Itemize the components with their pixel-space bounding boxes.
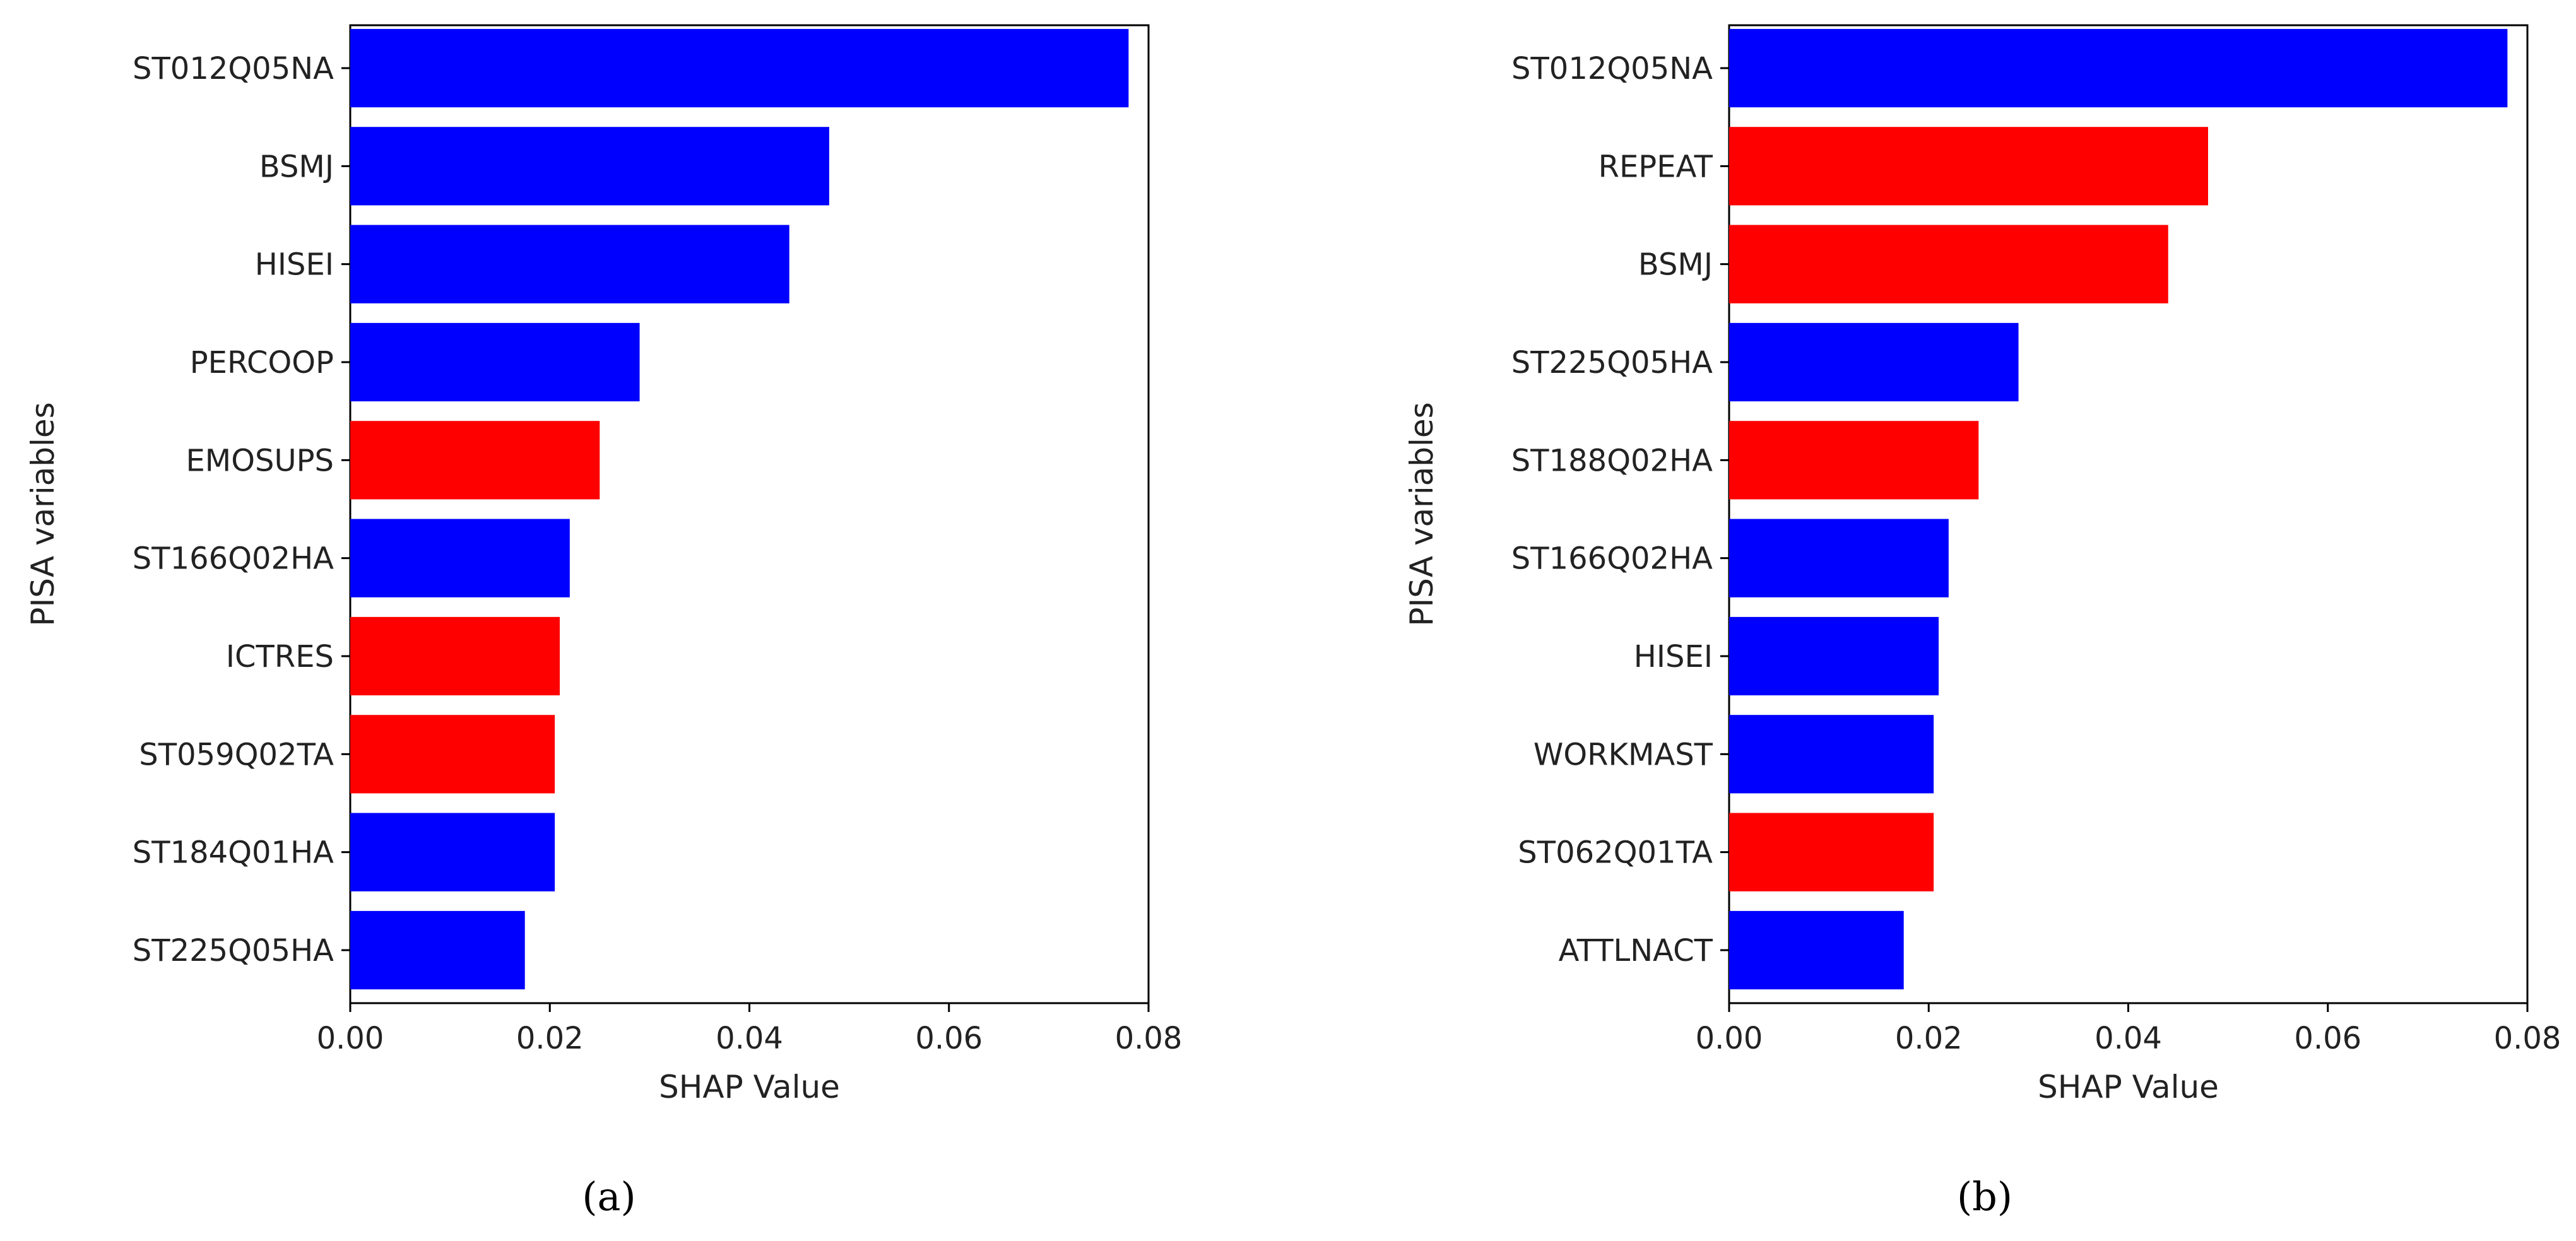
y-tick-label: ST012Q05NA	[133, 51, 334, 86]
bar	[350, 28, 1129, 108]
bar	[1729, 616, 1939, 696]
caption-a: (a)	[582, 1173, 635, 1220]
bar	[1729, 421, 1979, 500]
x-tick-label: 0.04	[2094, 1021, 2162, 1056]
y-tick-label: ST166Q02HA	[1511, 541, 1713, 577]
y-tick-label: ST059Q02TA	[139, 737, 334, 772]
caption-b: (b)	[1957, 1173, 2012, 1220]
bar	[1729, 910, 1904, 990]
y-tick-label: HISEI	[1634, 639, 1713, 674]
y-tick-label: ST184Q01HA	[133, 835, 334, 871]
y-tick-label: ST225Q05HA	[1511, 345, 1713, 380]
bar	[1729, 225, 2168, 303]
y-tick-label: PERCOOP	[190, 345, 334, 380]
bar	[1729, 813, 1934, 891]
y-axis-label: PISA variables	[1403, 402, 1440, 626]
y-tick-label: ST225Q05HA	[133, 933, 334, 968]
x-tick-label: 0.06	[915, 1021, 983, 1056]
chart-panel-b: ST012Q05NA REPEAT BSMJ ST225Q05HA ST188Q02HA…	[1403, 24, 2561, 1105]
y-tick-label: ST062Q01TA	[1518, 835, 1713, 871]
x-tick-label: 0.08	[1115, 1021, 1183, 1056]
bar	[350, 616, 560, 696]
x-tick-label: 0.00	[317, 1021, 384, 1056]
y-tick-label: WORKMAST	[1533, 737, 1713, 772]
y-tick-label: EMOSUPS	[186, 443, 334, 478]
x-tick-label: 0.02	[1895, 1021, 1963, 1056]
bar	[350, 519, 570, 597]
bar	[350, 421, 600, 500]
y-tick-label: ST012Q05NA	[1511, 51, 1713, 86]
x-axis-label: SHAP Value	[2038, 1069, 2219, 1105]
y-tick-label: HISEI	[255, 247, 334, 283]
bar	[1729, 28, 2508, 108]
y-tick-label: BSMJ	[1638, 247, 1713, 283]
bar	[1729, 519, 1949, 597]
bar	[350, 127, 829, 206]
y-tick-label: REPEAT	[1598, 149, 1713, 184]
bar	[1729, 715, 1934, 794]
chart-panel-a: ST012Q05NA BSMJ HISEI PERCOOP EMOSUPS ST166Q0…	[25, 24, 1183, 1105]
x-tick-label: 0.00	[1696, 1021, 1763, 1056]
bar	[350, 813, 555, 891]
y-tick-label: BSMJ	[259, 149, 334, 184]
y-axis-label: PISA variables	[25, 402, 61, 626]
bar	[350, 715, 555, 794]
bar	[1729, 322, 2019, 402]
y-tick-label: ST188Q02HA	[1511, 443, 1713, 478]
bar	[350, 910, 525, 990]
x-tick-label: 0.06	[2294, 1021, 2361, 1056]
y-tick-label: ICTRES	[226, 639, 334, 674]
bar	[350, 322, 640, 402]
x-tick-label: 0.04	[716, 1021, 783, 1056]
x-tick-label: 0.02	[516, 1021, 584, 1056]
y-tick-label: ATTLNACT	[1559, 933, 1713, 968]
x-axis-label: SHAP Value	[659, 1069, 840, 1105]
bar	[350, 225, 789, 303]
x-tick-label: 0.08	[2494, 1021, 2561, 1056]
y-tick-label: ST166Q02HA	[133, 541, 334, 577]
bar	[1729, 127, 2208, 206]
